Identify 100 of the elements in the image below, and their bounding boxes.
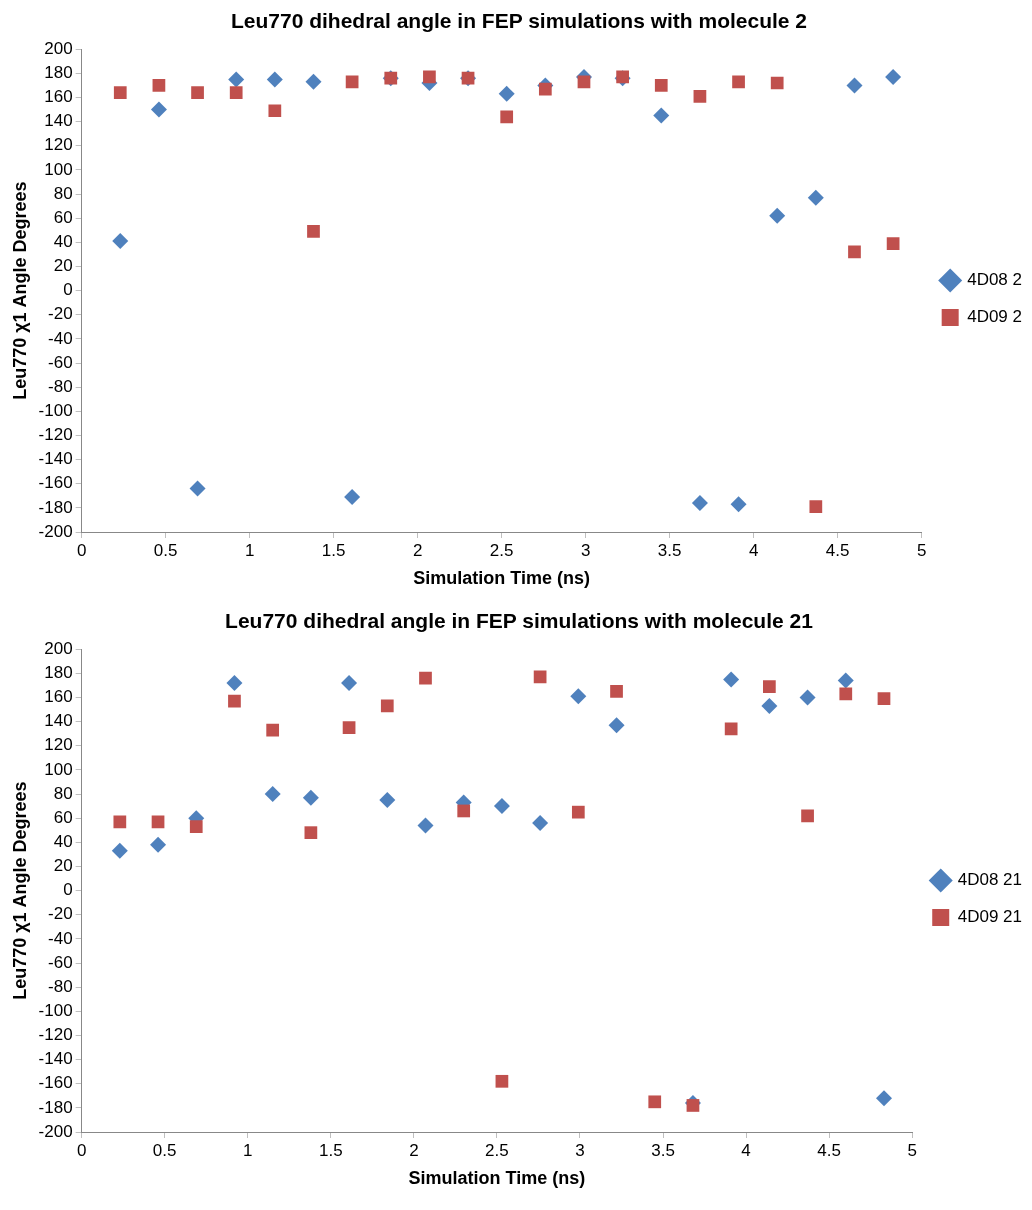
point [151,815,165,829]
point [691,495,708,512]
x-tick-label: 4.5 [817,1140,841,1160]
point [885,68,902,85]
point [495,1074,509,1088]
y-tick-label: -20 [48,904,73,924]
point [113,815,127,829]
point [266,723,280,737]
point [228,71,245,88]
x-tick-label: 4 [748,540,759,560]
chart-title: Leu770 dihedral angle in FEP simulations with molecule 21 [225,609,814,633]
point [345,75,359,89]
point [770,76,784,90]
point [577,75,591,89]
x-tick-label: 3.5 [651,1140,675,1160]
x-tick-label: 0 [76,1140,87,1160]
y-tick-label: 120 [44,735,73,755]
y-tick-label: 180 [44,663,73,683]
point [846,77,863,94]
y-axis-title: Leu770 χ1 Angle Degrees [9,781,30,1000]
point [693,89,707,103]
legend-label: 4D09 21 [957,907,1023,927]
y-tick-label: 160 [44,87,73,107]
point [493,798,510,815]
point [342,721,356,735]
y-tick-label: 20 [53,856,73,876]
point [500,110,514,124]
x-tick-label: 1 [243,1140,253,1160]
point [877,692,891,706]
y-tick-label: 140 [44,711,73,731]
point [457,804,471,818]
point [264,786,281,803]
legend-label: 4D08 2 [967,270,1023,290]
y-axis-title: Leu770 χ1 Angle Degrees [9,181,30,400]
y-tick-label: -120 [38,1025,73,1045]
y-tick-label: 20 [53,256,73,276]
point [799,689,816,706]
chart-title: Leu770 dihedral angle in FEP simulations with molecule 2 [230,9,808,33]
x-tick-label: 3.5 [657,540,682,560]
point [801,809,814,823]
y-tick-label: 200 [44,638,73,658]
y-tick-label: 120 [44,135,73,155]
y-tick-label: -160 [38,473,73,493]
y-tick-label: -80 [48,376,73,396]
y-tick-label: -60 [48,352,73,372]
x-axis-title: Simulation Time (ns) [413,568,590,589]
y-tick-label: -60 [48,952,73,972]
point [113,86,127,100]
y-tick-label: 60 [53,207,73,227]
point [610,685,623,698]
point [150,836,167,853]
y-tick-label: -100 [38,400,73,420]
x-tick-label: 2.5 [489,540,514,560]
point [570,688,587,705]
point [886,237,900,250]
x-tick-label: 2 [412,540,423,560]
point [648,1095,662,1109]
point [417,817,434,834]
x-tick-label: 1.5 [318,1140,343,1160]
y-tick-label: -200 [38,521,73,541]
point [848,245,861,259]
x-tick-label: 0.5 [152,1140,177,1160]
point [304,826,318,840]
point [191,86,204,100]
x-tick-label: 3 [580,540,591,560]
y-tick-label: 60 [53,807,73,827]
x-tick-label: 5 [916,540,927,560]
point [723,671,740,688]
y-tick-label: -200 [38,1121,73,1141]
point [653,107,670,124]
legend-label: 4D09 2 [967,307,1023,327]
point [266,71,283,88]
point [839,687,853,701]
point [807,189,824,206]
y-tick-label: 80 [53,183,73,203]
point [730,496,747,513]
y-tick-label: 200 [44,38,73,58]
y-tick-label: 40 [53,832,73,852]
x-tick-label: 5 [907,1140,917,1160]
x-axis-title: Simulation Time (ns) [408,1168,586,1189]
y-tick-label: -40 [48,328,73,348]
point [608,717,625,734]
point [837,672,854,689]
point [307,225,320,238]
point [763,680,776,693]
point [189,820,203,833]
y-tick-label: -120 [38,425,73,445]
point [423,70,436,84]
x-tick-label: 3 [575,1140,585,1160]
point [654,79,668,92]
point [344,489,361,505]
point [341,675,358,691]
y-tick-label: 0 [63,880,73,900]
point [875,1090,892,1107]
point [732,75,745,89]
point [498,85,515,102]
x-tick-label: 0 [76,540,87,560]
x-tick-label: 4 [741,1140,751,1160]
x-tick-label: 2 [409,1140,419,1160]
y-tick-label: 160 [44,687,73,707]
